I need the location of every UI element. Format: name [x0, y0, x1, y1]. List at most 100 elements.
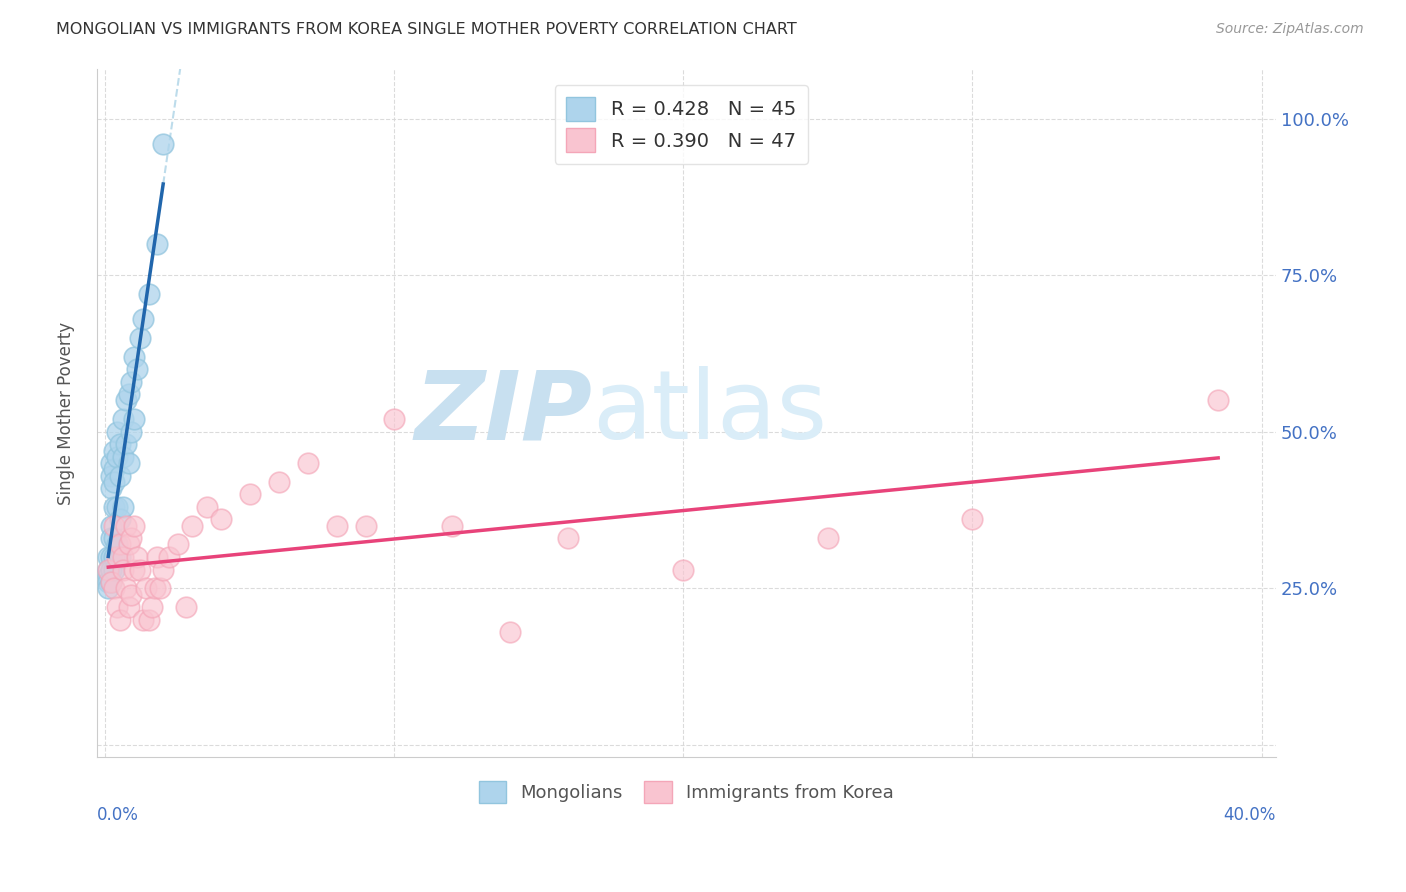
Point — [103, 443, 125, 458]
Point — [132, 312, 155, 326]
Text: Source: ZipAtlas.com: Source: ZipAtlas.com — [1216, 22, 1364, 37]
Point — [120, 588, 142, 602]
Text: atlas: atlas — [592, 367, 827, 459]
Point — [120, 531, 142, 545]
Point — [103, 582, 125, 596]
Point — [100, 518, 122, 533]
Point — [129, 331, 152, 345]
Point — [962, 512, 984, 526]
Point — [384, 412, 406, 426]
Point — [141, 600, 163, 615]
Point — [108, 613, 131, 627]
Point — [120, 375, 142, 389]
Point — [103, 549, 125, 564]
Point — [108, 468, 131, 483]
Point — [103, 518, 125, 533]
Point — [441, 518, 464, 533]
Point — [97, 549, 120, 564]
Point — [114, 393, 136, 408]
Point — [108, 437, 131, 451]
Point — [117, 456, 139, 470]
Point — [108, 549, 131, 564]
Point — [97, 569, 120, 583]
Point — [97, 582, 120, 596]
Point — [103, 562, 125, 576]
Point — [146, 549, 169, 564]
Point — [138, 613, 160, 627]
Point — [672, 562, 695, 576]
Point — [817, 531, 839, 545]
Y-axis label: Single Mother Poverty: Single Mother Poverty — [58, 321, 75, 505]
Point — [108, 512, 131, 526]
Point — [117, 387, 139, 401]
Point — [143, 582, 166, 596]
Point — [127, 362, 149, 376]
Point — [117, 600, 139, 615]
Point — [354, 518, 377, 533]
Text: MONGOLIAN VS IMMIGRANTS FROM KOREA SINGLE MOTHER POVERTY CORRELATION CHART: MONGOLIAN VS IMMIGRANTS FROM KOREA SINGL… — [56, 22, 797, 37]
Point — [111, 450, 134, 464]
Point — [97, 575, 120, 590]
Point — [124, 412, 146, 426]
Text: ZIP: ZIP — [415, 367, 592, 459]
Point — [111, 562, 134, 576]
Point — [114, 437, 136, 451]
Point — [105, 425, 128, 439]
Point — [111, 412, 134, 426]
Point — [100, 456, 122, 470]
Point — [129, 562, 152, 576]
Point — [132, 613, 155, 627]
Point — [100, 549, 122, 564]
Point — [124, 562, 146, 576]
Point — [105, 450, 128, 464]
Point — [117, 537, 139, 551]
Point — [297, 456, 319, 470]
Point — [105, 549, 128, 564]
Point — [97, 562, 120, 576]
Text: 40.0%: 40.0% — [1223, 805, 1277, 823]
Point — [557, 531, 579, 545]
Text: 0.0%: 0.0% — [97, 805, 139, 823]
Point — [100, 575, 122, 590]
Point — [108, 537, 131, 551]
Point — [103, 531, 125, 545]
Point — [127, 549, 149, 564]
Point — [149, 582, 172, 596]
Point — [103, 462, 125, 476]
Point — [100, 468, 122, 483]
Point — [97, 562, 120, 576]
Point — [124, 350, 146, 364]
Point — [103, 500, 125, 514]
Point — [100, 575, 122, 590]
Point — [111, 500, 134, 514]
Point — [105, 600, 128, 615]
Point — [100, 481, 122, 495]
Point — [100, 531, 122, 545]
Point — [105, 537, 128, 551]
Point — [135, 582, 157, 596]
Point — [325, 518, 347, 533]
Point — [152, 136, 174, 151]
Point — [195, 500, 218, 514]
Point — [1206, 393, 1229, 408]
Point — [166, 537, 188, 551]
Point — [105, 500, 128, 514]
Point — [124, 518, 146, 533]
Point — [181, 518, 204, 533]
Point — [111, 549, 134, 564]
Legend: Mongolians, Immigrants from Korea: Mongolians, Immigrants from Korea — [471, 774, 901, 810]
Point — [146, 236, 169, 251]
Point — [267, 475, 290, 489]
Point — [209, 512, 232, 526]
Point — [120, 425, 142, 439]
Point — [176, 600, 198, 615]
Point — [157, 549, 180, 564]
Point — [152, 562, 174, 576]
Point — [114, 582, 136, 596]
Point — [138, 287, 160, 301]
Point — [499, 625, 522, 640]
Point — [239, 487, 262, 501]
Point — [114, 518, 136, 533]
Point — [103, 475, 125, 489]
Point — [100, 562, 122, 576]
